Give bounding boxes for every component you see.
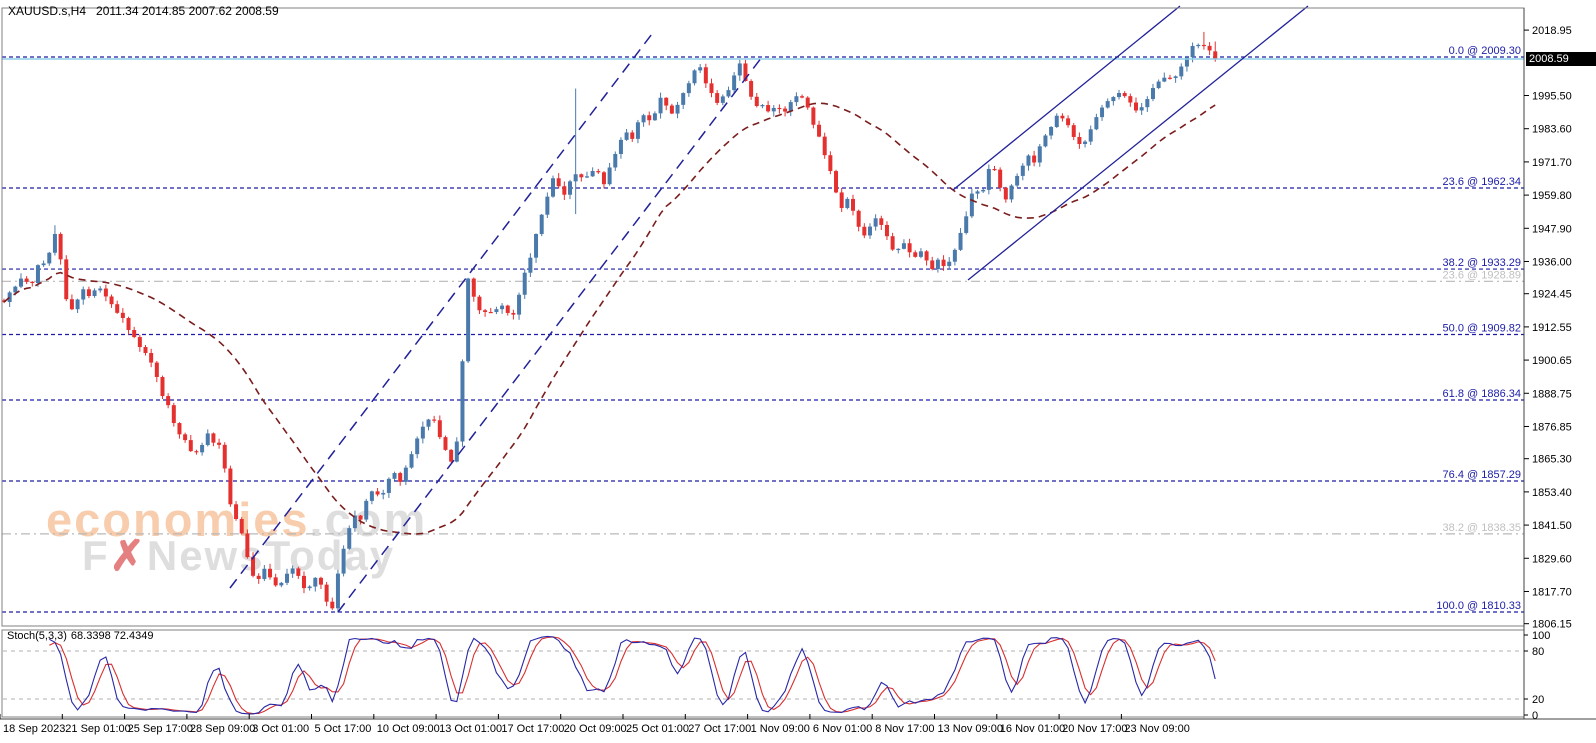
chart-title: XAUUSD.s,H4 2011.34 2014.85 2007.62 2008.… [8, 4, 279, 18]
svg-text:1 Nov 09:00: 1 Nov 09:00 [751, 723, 810, 735]
stochastic-values: 68.3398 72.4349 [70, 630, 154, 642]
fibonacci-levels: 0.0 @ 2009.30 23.6 @ 1962.34 38.2 @ 1933.2… [2, 45, 1524, 613]
svg-text:1912.55: 1912.55 [1532, 322, 1572, 334]
svg-text:1924.45: 1924.45 [1532, 289, 1572, 301]
svg-text:2018.95: 2018.95 [1532, 25, 1572, 37]
symbol-timeframe: XAUUSD.s,H4 [8, 4, 87, 18]
svg-text:1900.65: 1900.65 [1532, 355, 1572, 367]
svg-text:1888.75: 1888.75 [1532, 388, 1572, 400]
red-x-icon: ✗ [109, 532, 147, 579]
trendlines [229, 5, 1309, 613]
svg-text:0: 0 [1532, 710, 1538, 722]
svg-text:100: 100 [1532, 630, 1550, 642]
svg-text:1817.70: 1817.70 [1532, 586, 1572, 598]
stochastic-panel [1, 629, 1525, 718]
svg-text:1876.85: 1876.85 [1532, 421, 1572, 433]
svg-text:5 Oct 17:00: 5 Oct 17:00 [315, 723, 372, 735]
svg-text:20 Nov 17:00: 20 Nov 17:00 [1062, 723, 1127, 735]
svg-text:10 Oct 09:00: 10 Oct 09:00 [377, 723, 440, 735]
svg-text:23.6 @ 1962.34: 23.6 @ 1962.34 [1443, 176, 1521, 188]
svg-text:1806.15: 1806.15 [1532, 619, 1572, 631]
svg-text:1983.60: 1983.60 [1532, 124, 1572, 136]
stochastic-signal-line [49, 636, 1216, 715]
stochastic-main-line [49, 635, 1216, 715]
svg-text:20: 20 [1532, 694, 1544, 706]
current-price-badge: 2008.59 [1526, 52, 1596, 66]
svg-text:1841.50: 1841.50 [1532, 520, 1572, 532]
stochastic-indicator-label: Stoch(5,3,3) 68.3398 72.4349 [7, 630, 154, 642]
svg-text:20 Oct 09:00: 20 Oct 09:00 [564, 723, 627, 735]
svg-text:28 Sep 09:00: 28 Sep 09:00 [190, 723, 255, 735]
svg-text:25 Sep 17:00: 25 Sep 17:00 [128, 723, 193, 735]
svg-text:38.2 @ 1933.29: 38.2 @ 1933.29 [1443, 257, 1521, 269]
price-axis: 2018.95 1995.50 1983.60 1971.70 1959.80 1947.… [1524, 25, 1572, 722]
svg-text:3 Oct 01:00: 3 Oct 01:00 [252, 723, 309, 735]
svg-text:16 Nov 01:00: 16 Nov 01:00 [1000, 723, 1065, 735]
svg-text:13 Oct 01:00: 13 Oct 01:00 [439, 723, 502, 735]
svg-text:27 Oct 17:00: 27 Oct 17:00 [688, 723, 751, 735]
svg-text:100.0 @ 1810.33: 100.0 @ 1810.33 [1436, 600, 1521, 612]
svg-text:1936.00: 1936.00 [1532, 256, 1572, 268]
ohlc-values: 2011.34 2014.85 2007.62 2008.59 [96, 4, 279, 18]
svg-text:50.0 @ 1909.82: 50.0 @ 1909.82 [1443, 323, 1521, 335]
moving-average-line [3, 102, 1216, 535]
svg-text:1853.40: 1853.40 [1532, 487, 1572, 499]
svg-text:25 Oct 01:00: 25 Oct 01:00 [626, 723, 689, 735]
svg-text:18 Sep 2023: 18 Sep 2023 [3, 723, 65, 735]
svg-text:23 Nov 09:00: 23 Nov 09:00 [1124, 723, 1189, 735]
svg-text:1865.30: 1865.30 [1532, 454, 1572, 466]
svg-text:61.8 @ 1886.34: 61.8 @ 1886.34 [1443, 388, 1521, 400]
svg-text:23.6 @ 1928.89: 23.6 @ 1928.89 [1443, 269, 1521, 281]
svg-text:17 Oct 17:00: 17 Oct 17:00 [501, 723, 564, 735]
candlesticks [2, 31, 1218, 613]
svg-text:1995.50: 1995.50 [1532, 91, 1572, 103]
svg-text:1959.80: 1959.80 [1532, 190, 1572, 202]
svg-text:8 Nov 17:00: 8 Nov 17:00 [875, 723, 934, 735]
svg-text:0.0 @ 2009.30: 0.0 @ 2009.30 [1449, 45, 1521, 57]
svg-text:6 Nov 01:00: 6 Nov 01:00 [813, 723, 872, 735]
svg-text:76.4 @ 1857.29: 76.4 @ 1857.29 [1443, 469, 1521, 481]
axes [0, 7, 1596, 720]
svg-text:1971.70: 1971.70 [1532, 157, 1572, 169]
svg-text:13 Nov 09:00: 13 Nov 09:00 [938, 723, 1003, 735]
svg-text:80: 80 [1532, 646, 1544, 658]
svg-text:21 Sep 01:00: 21 Sep 01:00 [65, 723, 130, 735]
svg-text:38.2 @ 1838.35: 38.2 @ 1838.35 [1443, 522, 1521, 534]
svg-text:1829.60: 1829.60 [1532, 553, 1572, 565]
svg-text:1947.90: 1947.90 [1532, 223, 1572, 235]
